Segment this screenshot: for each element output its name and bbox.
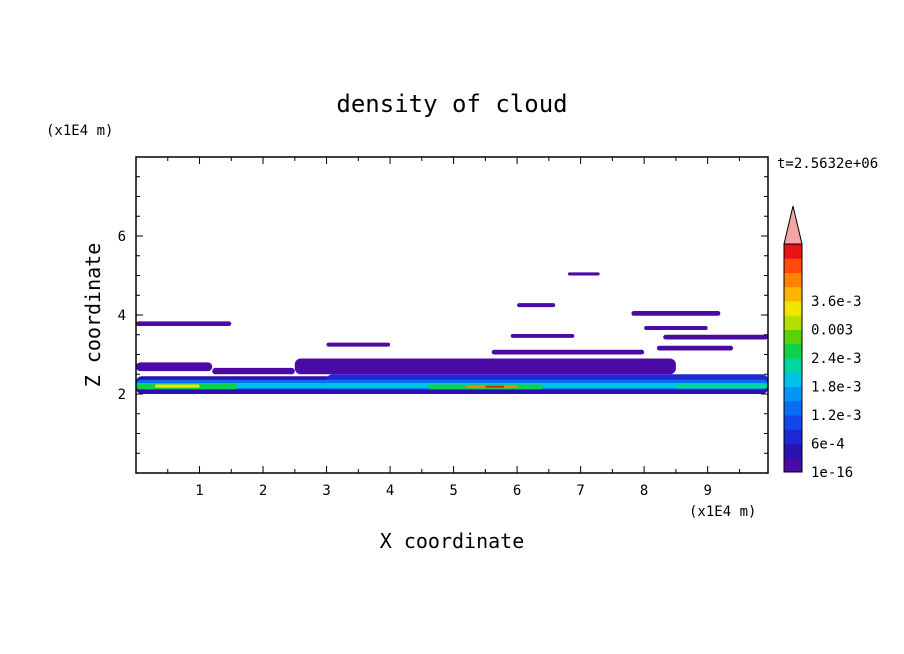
y-tick-label: 6 xyxy=(118,229,126,245)
colorbar-label: 1.2e-3 xyxy=(811,408,862,424)
colorbar-swatch xyxy=(784,400,802,416)
colorbar-label: 3.6e-3 xyxy=(811,294,862,310)
plot-area: 1 2 3 4 5 6 7 8 9 2 4 6 xyxy=(118,156,769,499)
y-axis-title: Z coordinate xyxy=(81,243,105,388)
x-tick-label: 5 xyxy=(449,483,457,499)
colorbar-label: 1e-16 xyxy=(811,465,853,481)
cloud-band xyxy=(491,349,645,355)
x-axis-title: X coordinate xyxy=(380,529,525,553)
colorbar-label: 6e-4 xyxy=(811,437,845,453)
cloud-band xyxy=(510,333,575,338)
x-tick-label: 9 xyxy=(703,483,711,499)
x-tick-label: 2 xyxy=(259,483,267,499)
cloud-band xyxy=(656,345,734,351)
x-unit-label: (x1E4 m) xyxy=(689,504,756,520)
axis-ticks xyxy=(136,157,768,473)
cloud-band xyxy=(644,326,708,331)
colorbar-swatch xyxy=(784,429,802,444)
x-tick-label: 8 xyxy=(640,483,648,499)
colorbar-extend-arrow xyxy=(783,205,803,245)
cloud-band xyxy=(136,362,213,372)
cloud-band xyxy=(567,272,600,276)
colorbar-swatch xyxy=(784,272,802,288)
colorbar-label: 2.4e-3 xyxy=(811,351,862,367)
cloud-layer xyxy=(136,272,768,394)
time-label: t=2.5632e+06 xyxy=(777,156,878,172)
colorbar-swatch xyxy=(784,443,802,459)
y-tick-label: 2 xyxy=(118,387,126,403)
colorbar-swatch xyxy=(784,386,802,402)
cloud-band xyxy=(663,334,768,340)
colorbar: 1e-16 6e-4 1.2e-3 1.8e-3 2.4e-3 0.003 3.6e-3 xyxy=(783,205,862,481)
cloud-band xyxy=(155,384,200,388)
colorbar-label: 1.8e-3 xyxy=(811,380,862,396)
colorbar-label: 0.003 xyxy=(811,323,853,339)
colorbar-swatch xyxy=(784,372,802,387)
colorbar-swatch xyxy=(784,244,802,259)
colorbar-swatch xyxy=(784,329,802,345)
y-tick-label: 4 xyxy=(118,308,126,324)
colorbar-swatch xyxy=(784,301,802,316)
x-tick-label: 7 xyxy=(576,483,584,499)
y-unit-label: (x1E4 m) xyxy=(46,123,113,139)
cloud-band xyxy=(136,321,232,327)
colorbar-swatch xyxy=(784,358,802,373)
colorbar-swatch xyxy=(784,258,802,273)
x-tick-label: 6 xyxy=(513,483,521,499)
x-tick-label: 4 xyxy=(386,483,394,499)
x-tick-label: 3 xyxy=(322,483,330,499)
colorbar-swatch xyxy=(784,343,802,359)
cloud-band xyxy=(294,358,676,375)
colorbar-swatch xyxy=(784,286,802,302)
colorbar-swatch xyxy=(784,315,802,330)
x-tick-label: 1 xyxy=(195,483,203,499)
cloud-band xyxy=(675,383,768,389)
colorbar-swatch xyxy=(784,457,802,473)
x-tick-labels: 1 2 3 4 5 6 7 8 9 xyxy=(195,483,712,499)
chart-title: density of cloud xyxy=(336,90,567,118)
y-tick-labels: 2 4 6 xyxy=(118,229,126,403)
colorbar-swatch xyxy=(784,415,802,430)
cloud-band xyxy=(631,311,721,316)
cloud-band xyxy=(326,342,391,347)
cloud-band xyxy=(517,303,556,308)
cloud-band xyxy=(485,385,505,388)
cloud-band xyxy=(212,367,295,375)
